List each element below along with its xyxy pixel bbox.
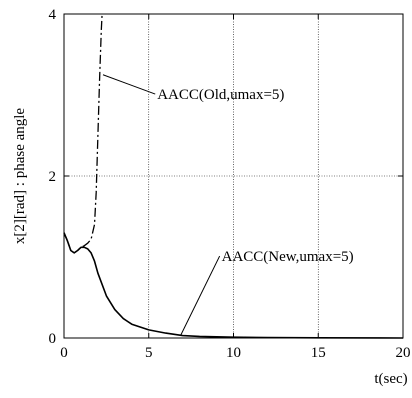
annotation-leader — [180, 255, 221, 335]
y-axis-label: x[2][rad] : phase angle — [12, 108, 28, 245]
annotation-label: AACC(New,umax=5) — [222, 249, 354, 265]
y-tick-label: 0 — [49, 331, 57, 347]
annotation-label: AACC(Old,umax=5) — [157, 87, 284, 103]
axis-ticks — [63, 13, 404, 339]
annotation-leader — [102, 74, 156, 95]
x-tick-label: 10 — [226, 345, 241, 361]
gridlines — [64, 14, 403, 339]
series-line-1 — [63, 13, 103, 254]
y-tick-label: 2 — [49, 169, 57, 185]
x-tick-label: 0 — [60, 345, 68, 361]
x-tick-label: 20 — [396, 345, 411, 361]
x-tick-label: 15 — [311, 345, 326, 361]
y-tick-label: 4 — [49, 7, 57, 23]
x-tick-label: 5 — [145, 345, 153, 361]
x-axis-label: t(sec) — [374, 371, 407, 387]
series-lines — [63, 13, 404, 339]
tick-labels: 0 5 10 15 20 0 2 4 — [49, 7, 411, 361]
annotations: AACC(Old,umax=5) AACC(New,umax=5) — [102, 74, 354, 335]
series-line-2 — [63, 232, 404, 339]
